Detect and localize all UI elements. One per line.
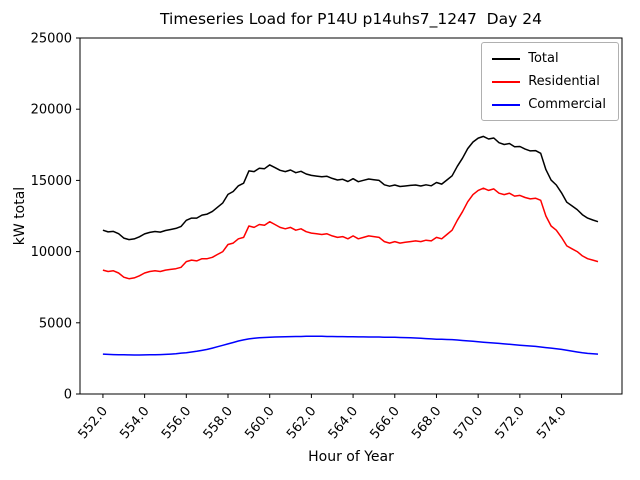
legend-label-total: Total bbox=[528, 51, 559, 66]
x-tick-label: 572.0 bbox=[493, 404, 528, 442]
x-tick-label: 558.0 bbox=[201, 404, 236, 442]
x-tick-label: 562.0 bbox=[284, 404, 319, 442]
y-tick-label: 0 bbox=[64, 388, 72, 403]
y-tick-label: 20000 bbox=[31, 103, 72, 118]
x-tick-label: 570.0 bbox=[451, 404, 486, 442]
x-tick-label: 560.0 bbox=[242, 404, 277, 442]
y-tick-label: 5000 bbox=[39, 316, 72, 331]
x-axis-label: Hour of Year bbox=[308, 449, 394, 465]
legend: Total Residential Commercial bbox=[481, 42, 619, 121]
legend-line-total-icon bbox=[492, 57, 521, 60]
x-tick-label: 554.0 bbox=[117, 404, 152, 442]
x-tick-label: 574.0 bbox=[534, 404, 569, 442]
legend-entry-residential: Residential bbox=[492, 74, 606, 89]
x-tick-label: 556.0 bbox=[159, 404, 194, 442]
series-residential-line bbox=[102, 187, 599, 280]
legend-entry-total: Total bbox=[492, 51, 606, 66]
x-tick-label: 568.0 bbox=[409, 404, 444, 442]
y-tick-label: 15000 bbox=[31, 174, 72, 189]
x-tick-label: 566.0 bbox=[367, 404, 402, 442]
series-commercial-line bbox=[102, 335, 599, 356]
y-tick-label: 10000 bbox=[31, 245, 72, 260]
legend-label-commercial: Commercial bbox=[528, 97, 606, 112]
x-tick-label: 552.0 bbox=[76, 404, 111, 442]
plot-frame bbox=[79, 37, 623, 395]
chart-title: Timeseries Load for P14U p14uhs7_1247 Da… bbox=[160, 10, 542, 28]
legend-label-residential: Residential bbox=[528, 74, 600, 89]
series-total-line bbox=[102, 135, 599, 241]
x-tick-label: 564.0 bbox=[326, 404, 361, 442]
legend-line-residential-icon bbox=[492, 80, 521, 83]
legend-line-commercial-icon bbox=[492, 103, 521, 106]
y-tick-label: 25000 bbox=[31, 32, 72, 47]
legend-entry-commercial: Commercial bbox=[492, 97, 606, 112]
